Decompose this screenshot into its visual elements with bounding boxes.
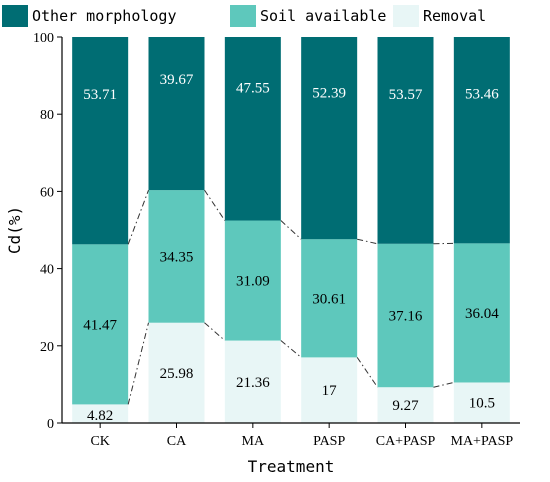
bar-other-morphology-ck — [72, 37, 129, 245]
value-labels: 4.82 41.47 53.71 25.98 34.35 39.67 21.36 31.09 4… — [83, 72, 499, 424]
connector-line — [204, 189, 226, 221]
bar-removal-ma-pasp — [453, 382, 510, 423]
bar-removal-pasp — [301, 357, 358, 423]
value-label-soil-available-ca: 34.35 — [160, 249, 194, 265]
value-label-other-morphology-ma-pasp: 53.46 — [465, 87, 499, 103]
bar-other-morphology-ca — [148, 37, 205, 191]
legend: Other morphology Soil available Removal — [2, 5, 486, 27]
x-tick-label-pasp: PASP — [313, 434, 345, 449]
bar-removal-ma — [224, 340, 281, 423]
x-tick-label-ma-pasp: MA+PASP — [451, 434, 514, 449]
bar-removal-ca — [148, 322, 205, 423]
value-label-other-morphology-ma: 47.55 — [236, 80, 270, 96]
value-label-other-morphology-ck: 53.71 — [83, 87, 117, 103]
bar-soil-available-pasp — [301, 239, 358, 358]
legend-label-removal: Removal — [423, 7, 486, 25]
value-label-removal-ca-pasp: 9.27 — [392, 398, 419, 414]
value-label-removal-ca: 25.98 — [160, 366, 194, 382]
bar-soil-available-ca — [148, 190, 205, 323]
value-label-soil-available-ca-pasp: 37.16 — [389, 308, 423, 324]
bars-group — [72, 37, 510, 423]
y-axis-label: Cd(%) — [5, 206, 24, 254]
connector-lines — [127, 189, 454, 405]
connector-line — [204, 322, 226, 341]
y-tick-label: 40 — [40, 263, 54, 278]
value-label-removal-ck: 4.82 — [87, 408, 113, 424]
bar-removal-ca-pasp — [377, 387, 434, 423]
x-tick-label-ca-pasp: CA+PASP — [376, 434, 436, 449]
value-label-removal-ma: 21.36 — [236, 375, 270, 391]
legend-label-soil-available: Soil available — [260, 7, 386, 25]
bar-soil-available-ma-pasp — [453, 243, 510, 383]
bar-other-morphology-ma — [224, 37, 281, 221]
y-tick-label: 0 — [47, 417, 54, 432]
y-tick-label: 100 — [33, 31, 54, 46]
value-label-other-morphology-pasp: 52.39 — [312, 86, 346, 102]
x-tick-label-ca: CA — [167, 434, 187, 449]
value-label-soil-available-ck: 41.47 — [83, 317, 117, 333]
connector-line — [357, 238, 378, 245]
value-label-other-morphology-ca: 39.67 — [160, 72, 194, 88]
bar-other-morphology-pasp — [301, 37, 358, 240]
x-tick-label-ck: CK — [90, 434, 109, 449]
bar-soil-available-ca-pasp — [377, 243, 434, 388]
connector-line — [356, 357, 378, 388]
bar-other-morphology-ca-pasp — [377, 37, 434, 244]
bar-removal-ck — [72, 404, 129, 423]
y-tick-label: 60 — [40, 185, 54, 200]
connector-line — [280, 220, 302, 240]
connector-line — [433, 381, 454, 388]
value-label-removal-pasp: 17 — [322, 383, 338, 399]
value-label-removal-ma-pasp: 10.5 — [469, 396, 495, 412]
bar-soil-available-ck — [72, 244, 129, 405]
x-tick-label-ma: MA — [242, 434, 265, 449]
legend-swatch-soil-available — [230, 5, 256, 27]
connector-line — [127, 189, 149, 245]
axes: 0 20 40 60 80 100 CK CA MA PASP CA+PASP MA+PASP — [33, 31, 520, 449]
legend-swatch-removal — [393, 5, 419, 27]
bar-soil-available-ma — [224, 220, 281, 341]
legend-label-other-morphology: Other morphology — [32, 7, 177, 25]
bar-other-morphology-ma-pasp — [453, 37, 510, 244]
connector-line — [127, 322, 149, 405]
y-tick-label: 20 — [40, 340, 54, 355]
value-label-other-morphology-ca-pasp: 53.57 — [389, 87, 423, 103]
legend-swatch-other-morphology — [2, 5, 28, 27]
connector-line — [280, 340, 302, 358]
value-label-soil-available-ma: 31.09 — [236, 274, 270, 290]
y-tick-label: 80 — [40, 108, 54, 123]
value-label-soil-available-ma-pasp: 36.04 — [465, 306, 499, 322]
value-label-soil-available-pasp: 30.61 — [312, 291, 346, 307]
x-axis-label: Treatment — [248, 457, 335, 476]
